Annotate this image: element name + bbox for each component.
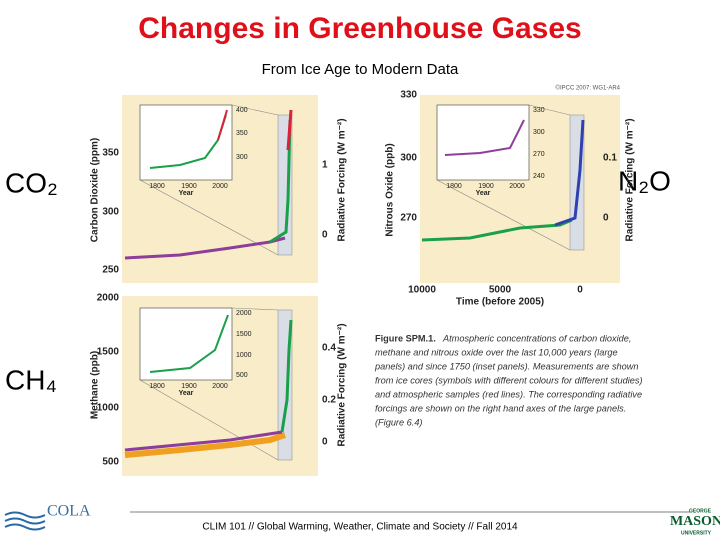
y2-tick-label: 1 [322,160,328,171]
inset-tick: 1800 [446,183,462,190]
y-tick-label: 1000 [97,403,120,414]
x-axis-label: Time (before 2005) [456,297,544,308]
y2-axis-label: Radiative Forcing (W m⁻²) [625,118,636,241]
caption-line: from ice cores (symbols with different c… [375,375,643,385]
inset-tick: 350 [236,130,248,137]
inset-tick: 1000 [236,352,252,359]
inset-tick: 1800 [149,183,165,190]
y2-tick-label: 0 [322,437,328,448]
y2-tick-label: 0.1 [603,153,617,164]
gas-label: CH₄ [5,364,57,395]
caption-line: methane and nitrous oxide over the last … [375,347,618,357]
logo-text: MASON [670,514,720,529]
inset-xlabel: Year [476,190,491,197]
inset-tick: 2000 [236,310,252,317]
inset-tick: 1900 [181,183,197,190]
y-axis-label: Nitrous Oxide (ppb) [385,143,396,236]
logo-text: COLA [47,503,91,520]
y2-tick-label: 0.2 [322,395,336,406]
slide-subtitle: From Ice Age to Modern Data [262,61,459,78]
cola-logo: COLA [4,503,91,531]
inset-connectors [139,104,571,461]
x-tick-label: 10000 [408,285,436,296]
caption-line: Atmospheric concentrations of carbon dio… [442,333,631,343]
inset-tick: 1900 [181,383,197,390]
logo-text: GEORGE [689,508,712,514]
inset-tick: 2000 [212,183,228,190]
y2-axis-label: Radiative Forcing (W m⁻²) [337,323,348,446]
y-tick-label: 300 [400,153,417,164]
inset-tick: 240 [533,173,545,180]
y2-tick-label: 0 [603,213,609,224]
inset-tick: 270 [533,151,545,158]
y-tick-label: 350 [102,148,119,159]
caption-line: (Figure 6.4) [375,417,423,427]
y-tick-label: 330 [400,90,417,101]
y-tick-label: 300 [102,207,119,218]
y-tick-label: 2000 [97,293,120,304]
inset-tick: 2000 [509,183,525,190]
inset [139,104,233,181]
inset-tick: 400 [236,107,248,114]
y-tick-label: 500 [102,457,119,468]
y2-tick-label: 0 [322,230,328,241]
y-tick-label: 1500 [97,347,120,358]
inset-tick: 330 [533,107,545,114]
inset-tick: 2000 [212,383,228,390]
x-tick-label: 5000 [489,285,512,296]
x-tick-label: 0 [577,285,583,296]
caption-line: panels) and since 1750 (inset panels). M… [374,361,639,371]
caption-line: and atmospheric samples (red lines). The… [375,389,642,399]
y2-tick-label: 0.4 [322,343,336,354]
copyright: ©IPCC 2007: WG1-AR4 [556,85,621,92]
logo-text: UNIVERSITY [681,530,712,536]
inset-xlabel: Year [179,390,194,397]
inset-tick: 1800 [149,383,165,390]
caption-line: forcings are shown on the right hand axe… [375,403,626,413]
y-axis-label: Methane (ppb) [90,351,101,419]
y-tick-label: 250 [102,265,119,276]
gmu-logo: GEORGE MASON UNIVERSITY [670,508,720,536]
inset-tick: 300 [533,129,545,136]
inset-tick: 300 [236,154,248,161]
inset-tick: 500 [236,372,248,379]
gas-label: N₂O [618,165,671,196]
y2-axis-label: Radiative Forcing (W m⁻²) [337,118,348,241]
inset [436,104,530,181]
caption-label: Figure SPM.1. [375,333,436,343]
inset-xlabel: Year [179,190,194,197]
y-axis-label: Carbon Dioxide (ppm) [90,138,101,242]
illustration [124,109,585,458]
inset-tick: 1900 [478,183,494,190]
inset-tick: 1500 [236,331,252,338]
footer-text: CLIM 101 // Global Warming, Weather, Cli… [202,522,518,533]
y-tick-label: 270 [400,213,417,224]
gas-label: CO₂ [5,167,58,198]
slide-title: Changes in Greenhouse Gases [138,12,581,45]
